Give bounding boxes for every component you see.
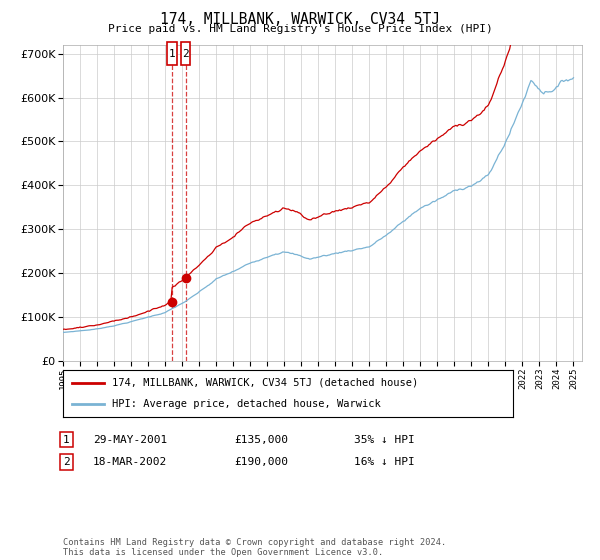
Text: 2: 2: [182, 49, 189, 58]
Text: 174, MILLBANK, WARWICK, CV34 5TJ: 174, MILLBANK, WARWICK, CV34 5TJ: [160, 12, 440, 27]
Text: 29-MAY-2001: 29-MAY-2001: [93, 435, 167, 445]
Text: 18-MAR-2002: 18-MAR-2002: [93, 457, 167, 467]
Text: 2: 2: [63, 457, 70, 467]
Text: 1: 1: [63, 435, 70, 445]
Text: HPI: Average price, detached house, Warwick: HPI: Average price, detached house, Warw…: [113, 399, 381, 409]
Text: 35% ↓ HPI: 35% ↓ HPI: [354, 435, 415, 445]
FancyBboxPatch shape: [181, 41, 190, 66]
Text: Price paid vs. HM Land Registry's House Price Index (HPI): Price paid vs. HM Land Registry's House …: [107, 24, 493, 34]
Text: 174, MILLBANK, WARWICK, CV34 5TJ (detached house): 174, MILLBANK, WARWICK, CV34 5TJ (detach…: [113, 378, 419, 388]
Text: 1: 1: [169, 49, 175, 58]
Text: 16% ↓ HPI: 16% ↓ HPI: [354, 457, 415, 467]
Text: £190,000: £190,000: [234, 457, 288, 467]
Text: Contains HM Land Registry data © Crown copyright and database right 2024.
This d: Contains HM Land Registry data © Crown c…: [63, 538, 446, 557]
Text: £135,000: £135,000: [234, 435, 288, 445]
FancyBboxPatch shape: [167, 41, 177, 66]
